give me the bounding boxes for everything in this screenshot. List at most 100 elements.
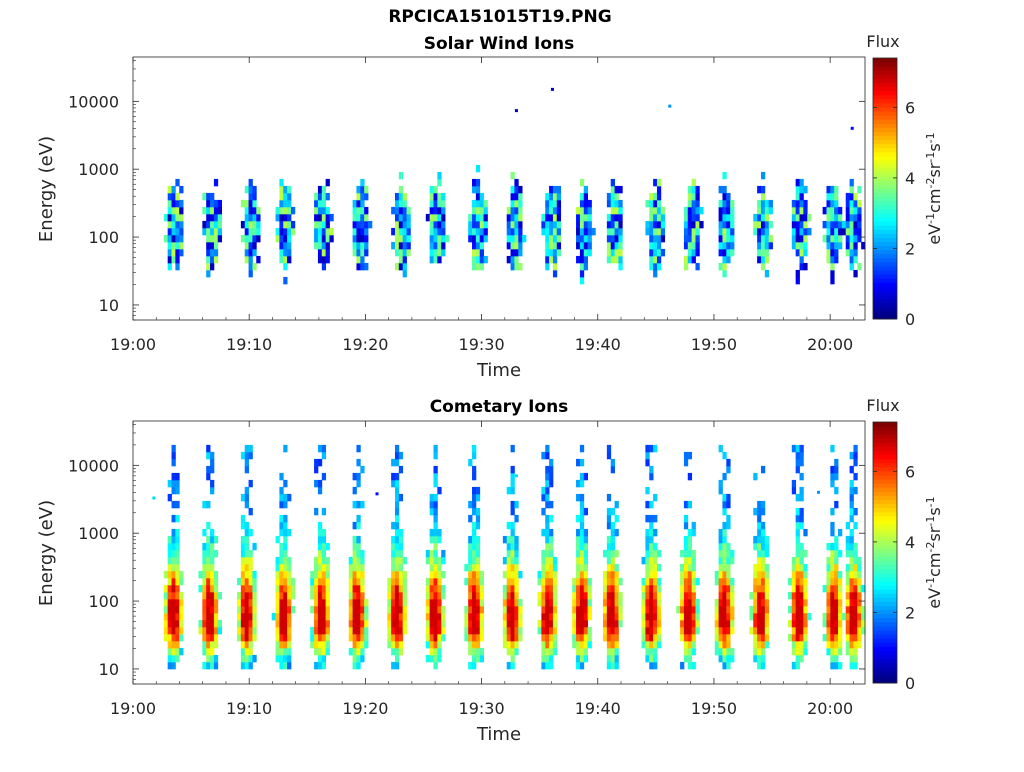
heatmap-cell xyxy=(317,535,323,544)
heatmap-cell xyxy=(279,563,284,572)
heatmap-cell xyxy=(606,619,612,628)
heatmap-cell xyxy=(695,213,700,222)
heatmap-cell xyxy=(256,213,261,222)
heatmap-cell xyxy=(757,563,762,572)
heatmap-cell xyxy=(317,612,323,621)
colorbar-segment xyxy=(873,249,897,255)
heatmap-cell xyxy=(167,619,172,628)
heatmap-cell xyxy=(830,521,835,530)
heatmap-cell xyxy=(244,248,249,257)
heatmap-cell xyxy=(206,542,211,551)
heatmap-cell xyxy=(583,654,589,663)
heatmap-cell xyxy=(730,220,735,229)
heatmap-cell xyxy=(760,549,766,558)
heatmap-cell xyxy=(314,584,319,593)
heatmap-cell xyxy=(248,185,253,194)
heatmap-cell xyxy=(649,584,654,593)
heatmap-cell xyxy=(506,220,511,229)
heatmap-cell xyxy=(545,577,550,586)
heatmap-cell xyxy=(606,542,612,551)
heatmap-cell xyxy=(730,612,735,621)
heatmap-cell xyxy=(764,563,770,572)
heatmap-cell xyxy=(472,528,477,537)
heatmap-cell xyxy=(838,612,843,621)
heatmap-cell xyxy=(317,458,323,467)
heatmap-cell xyxy=(826,584,831,593)
heatmap-cell xyxy=(206,500,211,509)
heatmap-cell xyxy=(210,451,215,460)
colorbar-segment xyxy=(873,282,897,287)
heatmap-cell xyxy=(853,605,858,614)
heatmap-cell xyxy=(614,213,619,222)
heatmap-cell xyxy=(348,598,353,607)
heatmap-cell xyxy=(853,472,858,481)
heatmap-cell xyxy=(799,633,804,642)
heatmap-cell xyxy=(803,570,808,579)
heatmap-cell xyxy=(210,542,215,551)
heatmap-cell xyxy=(237,626,242,635)
heatmap-cell xyxy=(618,255,623,264)
heatmap-cell xyxy=(472,605,477,614)
heatmap-cell xyxy=(237,612,242,621)
heatmap-cell xyxy=(838,577,843,586)
heatmap-cell xyxy=(364,241,369,250)
heatmap-cell xyxy=(175,199,180,208)
heatmap-cell xyxy=(475,213,481,222)
colorbar-segment xyxy=(873,274,897,279)
colorbar-segment xyxy=(873,511,897,517)
heatmap-cell xyxy=(206,227,211,236)
heatmap-cell xyxy=(726,563,731,572)
heatmap-cell xyxy=(838,528,843,537)
heatmap-cell xyxy=(321,661,327,670)
heatmap-cell xyxy=(475,206,481,215)
heatmap-cell xyxy=(760,577,766,586)
heatmap-cell xyxy=(606,451,612,460)
heatmap-cell xyxy=(387,619,392,628)
colorbar-segment xyxy=(873,66,897,71)
heatmap-cell xyxy=(641,619,646,628)
heatmap-cell xyxy=(649,444,654,453)
heatmap-cell xyxy=(826,556,831,565)
heatmap-cell xyxy=(244,549,249,558)
x-axis: 19:00 19:10 19:20 19:30 19:40 19:50 20:00 xyxy=(110,421,854,718)
heatmap-cell xyxy=(826,605,831,614)
heatmap-cell xyxy=(506,549,511,558)
heatmap-cell xyxy=(314,234,319,243)
colorbar-segment xyxy=(873,617,897,623)
heatmap-cell xyxy=(356,234,361,243)
colorbar-segment xyxy=(873,233,897,238)
heatmap-cell xyxy=(614,605,619,614)
heatmap-cell xyxy=(391,241,396,250)
heatmap-cell xyxy=(583,619,589,628)
heatmap-cell xyxy=(398,605,404,614)
heatmap-cell xyxy=(391,640,396,649)
heatmap-cell xyxy=(279,612,284,621)
heatmap-cell xyxy=(171,500,176,509)
heatmap-cell xyxy=(360,185,365,194)
heatmap-cell xyxy=(167,199,172,208)
heatmap-cell xyxy=(799,598,804,607)
heatmap-cell xyxy=(545,563,550,572)
isolated-point xyxy=(514,109,518,113)
colorbar-tick-label: 0 xyxy=(905,674,915,693)
heatmap-cell xyxy=(541,577,546,586)
colorbar-segment xyxy=(873,601,897,607)
heatmap-cell xyxy=(838,633,843,642)
heatmap-cell xyxy=(653,542,658,551)
heatmap-cell xyxy=(402,262,407,271)
heatmap-cell xyxy=(275,640,280,649)
heatmap-cell xyxy=(576,577,581,586)
heatmap-cell xyxy=(549,465,554,474)
heatmap-cell xyxy=(240,640,246,649)
heatmap-cell xyxy=(691,591,696,600)
heatmap-cell xyxy=(649,612,654,621)
heatmap-cell xyxy=(683,535,689,544)
heatmap-cell xyxy=(552,206,558,215)
heatmap-cell xyxy=(248,178,253,187)
heatmap-cell xyxy=(726,549,731,558)
heatmap-cell xyxy=(248,626,253,635)
heatmap-cell xyxy=(726,633,731,642)
colorbar-segment xyxy=(873,135,897,141)
colorbar-segment xyxy=(873,310,897,316)
heatmap-cell xyxy=(587,591,592,600)
